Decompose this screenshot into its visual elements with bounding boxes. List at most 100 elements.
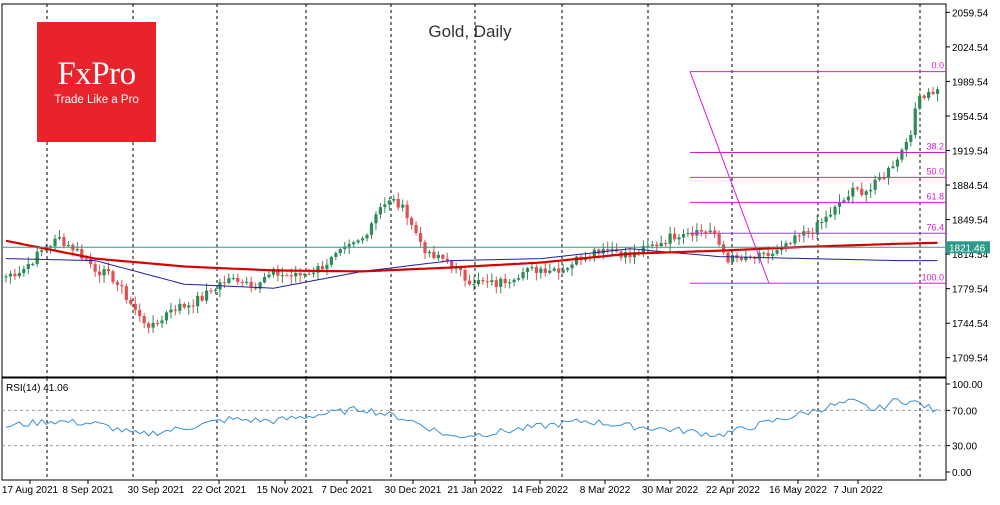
x-tick-label: 30 Mar 2022 (642, 485, 699, 496)
candle-body (869, 189, 873, 192)
candle-body (490, 280, 494, 283)
candle-body (334, 253, 338, 257)
candle-body (499, 278, 503, 287)
candle-body (133, 303, 137, 310)
candle-body (93, 264, 97, 272)
candle-body (169, 309, 173, 313)
candle-body (98, 271, 102, 276)
candle-body (40, 250, 44, 252)
candle-body (178, 303, 182, 311)
candle-body (414, 224, 418, 234)
candle-body (695, 229, 699, 236)
candle-body (222, 282, 226, 284)
candle-body (481, 279, 485, 282)
candle-body (557, 268, 561, 273)
candle-body (846, 196, 850, 201)
candle-body (352, 242, 356, 245)
candle-body (307, 273, 311, 275)
y-tick-label: 1989.54 (952, 77, 989, 88)
candle-body (722, 244, 726, 253)
candle-body (289, 275, 293, 277)
candle-body (347, 244, 351, 247)
candle-body (753, 257, 757, 259)
candle-body (516, 278, 521, 280)
candle-body (396, 199, 400, 208)
candle-body (548, 270, 552, 273)
candle-body (672, 233, 677, 240)
rsi-title: RSI(14) 41.06 (6, 383, 69, 394)
candle-body (566, 268, 570, 270)
candle-body (726, 252, 730, 263)
candle-body (592, 249, 596, 258)
candle-body (543, 268, 547, 273)
ma-slow-line (5, 239, 938, 273)
candle-body (294, 273, 298, 277)
x-tick-label: 17 Aug 2021 (2, 485, 59, 496)
candle-body (387, 200, 391, 205)
candle-body (762, 252, 766, 254)
candle-body (886, 168, 891, 179)
candle-body (338, 249, 342, 254)
candle-body (445, 258, 449, 261)
candle-body (503, 278, 507, 284)
candle-body (646, 245, 650, 247)
candle-body (13, 273, 17, 277)
candle-body (713, 230, 717, 234)
candle-body (231, 278, 235, 280)
x-tick-label: 7 Dec 2021 (321, 485, 373, 496)
candle-body (392, 199, 396, 201)
candle-body (610, 248, 614, 251)
candle-body (35, 251, 39, 264)
candle-body (111, 271, 115, 283)
candle-body (570, 264, 574, 269)
fib-level-label: 76.4 (926, 222, 944, 232)
x-tick-label: 30 Dec 2021 (385, 485, 442, 496)
current-price-label: 1821.46 (949, 243, 986, 254)
candle-body (766, 252, 770, 256)
candle-body (574, 256, 579, 265)
candle-body (53, 238, 57, 247)
y-tick-label: 2024.54 (952, 43, 989, 54)
candle-body (106, 269, 111, 272)
candle-body (360, 238, 365, 241)
candle-body (418, 233, 423, 243)
candle-body (240, 281, 244, 283)
x-tick-label: 16 May 2022 (769, 485, 827, 496)
candle-body (285, 275, 289, 277)
candle-body (463, 269, 467, 281)
candle-body (62, 237, 66, 246)
candle-body (935, 89, 940, 94)
candle-body (147, 323, 151, 328)
candle-body (708, 230, 712, 233)
candle-body (521, 272, 525, 279)
y-tick-label: 1744.54 (952, 319, 989, 330)
candle-body (530, 267, 534, 269)
candle-body (632, 252, 637, 258)
candle-body (472, 284, 476, 286)
candle-body (476, 279, 481, 285)
y-tick-label: 1954.54 (952, 112, 989, 123)
candle-body (806, 231, 810, 233)
candle-body (788, 243, 793, 245)
candle-body (922, 95, 926, 98)
candle-body (539, 268, 543, 273)
candle-body (860, 188, 864, 195)
candle-body (882, 178, 886, 180)
current-price-tag (946, 241, 990, 254)
candle-body (664, 243, 668, 245)
candle-body (677, 237, 681, 240)
candle-body (124, 286, 128, 300)
y-tick-label: 2059.54 (952, 8, 989, 19)
y-tick-label: 1814.54 (952, 250, 989, 261)
candle-body (325, 264, 329, 270)
price-pane-frame (1, 3, 947, 378)
fib-trendline (689, 71, 770, 284)
candle-body (209, 290, 213, 292)
candle-body (436, 254, 440, 259)
candle-body (895, 159, 900, 167)
candle-body (561, 269, 565, 273)
rsi-tick-label: 70.00 (952, 406, 977, 417)
x-tick-label: 22 Oct 2021 (192, 485, 247, 496)
fib-level-label: 50.0 (926, 166, 944, 176)
candle-body (842, 200, 846, 203)
